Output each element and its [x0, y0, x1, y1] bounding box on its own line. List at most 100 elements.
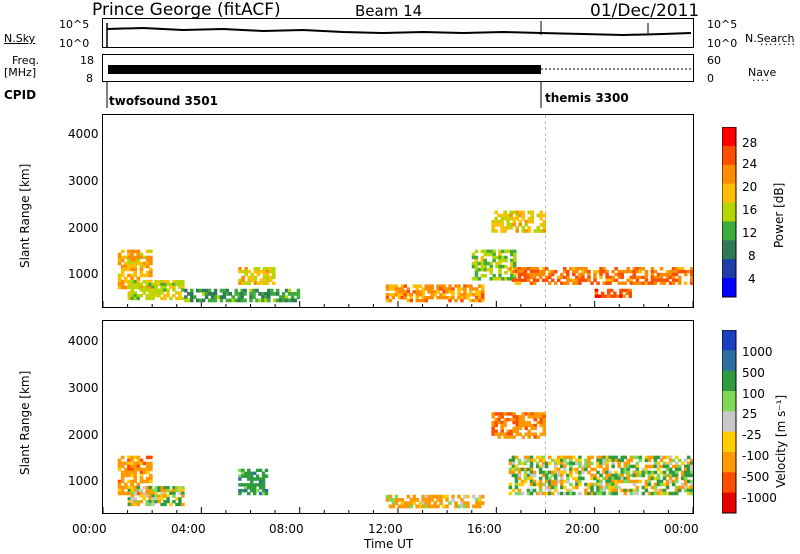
heatmap-cell	[563, 467, 567, 472]
heatmap-cell	[142, 497, 146, 501]
heatmap-cell	[668, 476, 673, 481]
heatmap-cell	[424, 504, 428, 509]
heatmap-cell	[412, 501, 417, 506]
heatmap-cell	[139, 252, 144, 257]
heatmap-cell	[541, 269, 546, 274]
heatmap-cell	[596, 269, 600, 274]
heatmap-cell	[683, 479, 688, 484]
heatmap-cell	[250, 483, 254, 487]
heatmap-cell	[262, 275, 267, 280]
heatmap-cell	[163, 494, 167, 498]
heatmap-cell	[569, 278, 573, 283]
heatmap-cell	[553, 482, 558, 487]
heatmap-cell	[539, 213, 543, 218]
heatmap-cell	[575, 479, 579, 484]
heatmap-cell	[130, 470, 134, 475]
heatmap-cell	[139, 282, 143, 287]
heatmap-cell	[120, 264, 125, 269]
heatmap-cell	[593, 491, 597, 496]
heatmap-cell	[219, 298, 224, 303]
heatmap-cell	[160, 488, 164, 493]
heatmap-cell	[503, 418, 507, 422]
heatmap-cell	[560, 461, 564, 466]
heatmap-cell	[117, 276, 122, 281]
heatmap-cell	[130, 285, 135, 289]
heatmap-cell	[650, 269, 655, 274]
heatmap-cell	[622, 288, 626, 293]
heatmap-cell	[542, 432, 546, 436]
xtick-1600: 16:00	[467, 522, 502, 536]
heatmap-cell	[659, 482, 664, 487]
heatmap-cell	[563, 267, 567, 271]
heatmap-cell	[457, 290, 461, 294]
heatmap-cell	[474, 267, 479, 272]
heatmap-cell	[255, 288, 259, 293]
heatmap-cell	[127, 296, 132, 301]
heatmap-cell	[510, 258, 514, 263]
heatmap-cell	[124, 267, 128, 272]
heatmap-cell	[172, 288, 176, 292]
heatmap-cell	[590, 482, 594, 487]
heatmap-cell	[272, 267, 276, 271]
heatmap-cell	[445, 287, 449, 291]
heatmap-cell	[160, 291, 164, 295]
heatmap-cell	[689, 470, 693, 475]
heatmap-cell	[572, 461, 576, 466]
heatmap-cell	[262, 272, 267, 277]
heatmap-cell	[136, 486, 140, 490]
heatmap-cell	[145, 461, 150, 466]
heatmap-cell	[460, 295, 464, 300]
heatmap-cell	[511, 461, 516, 466]
heatmap-cell	[475, 293, 479, 297]
heatmap-cell	[136, 455, 141, 460]
heatmap-cell	[605, 461, 609, 466]
heatmap-cell	[133, 464, 138, 469]
heatmap-cell	[635, 473, 640, 478]
heatmap-cell	[436, 284, 440, 288]
heatmap-cell	[433, 293, 437, 297]
heatmap-cell	[529, 267, 534, 271]
heatmap-region	[127, 486, 185, 507]
heatmap-cell	[120, 488, 125, 493]
heatmap-cell	[650, 485, 655, 490]
heatmap-cell	[614, 476, 618, 481]
heatmap-cell	[139, 255, 144, 260]
heatmap-cell	[421, 293, 425, 297]
heatmap-cell	[605, 275, 609, 280]
heatmap-cell	[626, 461, 631, 466]
heatmap-cell	[578, 479, 582, 484]
heatmap-cell	[207, 292, 212, 296]
heatmap-cell	[605, 458, 609, 463]
velocity-ytick-4000: 4000	[68, 334, 99, 348]
heatmap-cell	[553, 473, 558, 478]
colorbar-segment	[722, 452, 736, 473]
heatmap-cell	[563, 479, 567, 484]
heatmap-cell	[533, 432, 537, 436]
heatmap-cell	[569, 470, 573, 475]
heatmap-cell	[120, 267, 125, 272]
heatmap-cell	[436, 504, 440, 509]
heatmap-cell	[491, 429, 495, 433]
heatmap-cell	[195, 288, 200, 293]
heatmap-cell	[406, 494, 411, 499]
velocity-ytick-2000: 2000	[68, 428, 99, 442]
heatmap-cell	[569, 491, 573, 496]
heatmap-cell	[512, 415, 516, 419]
heatmap-cell	[635, 455, 640, 460]
heatmap-cell	[117, 479, 122, 484]
heatmap-cell	[253, 281, 258, 285]
heatmap-cell	[517, 476, 522, 481]
heatmap-cell	[491, 415, 495, 419]
heatmap-cell	[647, 458, 652, 463]
heatmap-cell	[409, 504, 414, 509]
heatmap-cell	[145, 279, 150, 284]
heatmap-cell	[489, 270, 493, 275]
heatmap-cell	[481, 290, 485, 294]
heatmap-cell	[510, 249, 514, 254]
heatmap-cell	[166, 288, 170, 292]
heatmap-cell	[659, 464, 664, 469]
heatmap-cell	[219, 295, 224, 300]
heatmap-cell	[136, 294, 140, 298]
heatmap-cell	[575, 467, 579, 472]
heatmap-cell	[680, 473, 685, 478]
